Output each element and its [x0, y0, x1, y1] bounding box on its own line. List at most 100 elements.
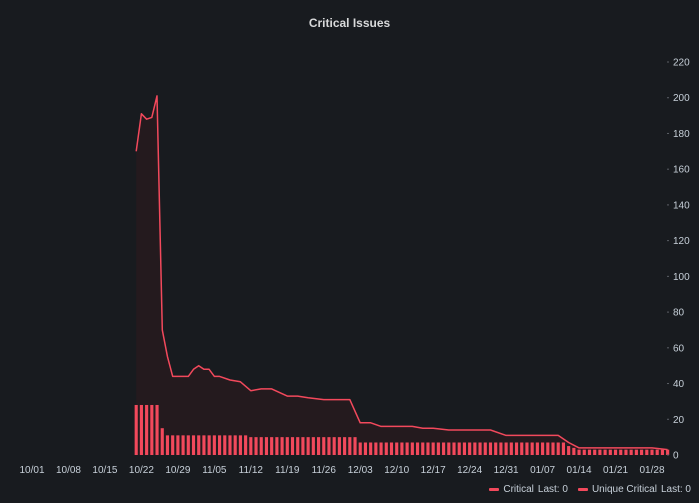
bar[interactable] — [280, 437, 284, 455]
bar[interactable] — [645, 449, 649, 455]
bar[interactable] — [316, 437, 321, 455]
bar[interactable] — [327, 437, 331, 455]
bar[interactable] — [337, 437, 341, 455]
bar[interactable] — [655, 449, 659, 455]
bar[interactable] — [290, 437, 295, 455]
bar[interactable] — [405, 442, 409, 456]
bar[interactable] — [202, 435, 206, 455]
bar[interactable] — [660, 449, 664, 455]
bar[interactable] — [629, 449, 633, 455]
bar[interactable] — [343, 437, 347, 455]
bar[interactable] — [567, 446, 571, 455]
legend-item-unique-critical[interactable]: Unique Critical Last: 0 — [577, 484, 691, 495]
bar[interactable] — [634, 449, 638, 455]
bar[interactable] — [551, 442, 555, 456]
bar[interactable] — [400, 442, 404, 456]
bar[interactable] — [389, 442, 394, 456]
bar[interactable] — [207, 435, 211, 455]
bar[interactable] — [197, 435, 201, 455]
bar[interactable] — [410, 442, 414, 456]
bar[interactable] — [478, 442, 482, 456]
bar[interactable] — [322, 437, 326, 455]
bar[interactable] — [259, 437, 263, 455]
bar[interactable] — [306, 437, 310, 455]
bar[interactable] — [296, 437, 300, 455]
bar[interactable] — [436, 442, 440, 456]
bar[interactable] — [160, 428, 164, 455]
bar[interactable] — [462, 442, 466, 456]
bar[interactable] — [442, 442, 446, 456]
bar[interactable] — [509, 442, 513, 456]
bar[interactable] — [369, 442, 373, 456]
bar[interactable] — [186, 435, 190, 455]
bar[interactable] — [270, 437, 274, 455]
bar[interactable] — [608, 449, 612, 455]
bar[interactable] — [421, 442, 425, 456]
bar[interactable] — [494, 442, 498, 456]
bar[interactable] — [473, 442, 477, 456]
bar[interactable] — [514, 442, 519, 456]
bar[interactable] — [181, 435, 185, 455]
bar[interactable] — [613, 449, 618, 455]
bar[interactable] — [530, 442, 534, 456]
bar[interactable] — [379, 442, 383, 456]
bar[interactable] — [535, 442, 539, 456]
bar[interactable] — [145, 404, 149, 455]
bar[interactable] — [275, 437, 279, 455]
bar[interactable] — [191, 435, 196, 455]
bar[interactable] — [301, 437, 305, 455]
bar[interactable] — [223, 435, 227, 455]
bar[interactable] — [504, 442, 508, 456]
bar[interactable] — [233, 435, 237, 455]
bar[interactable] — [603, 449, 607, 455]
bar[interactable] — [374, 442, 378, 456]
bar[interactable] — [415, 442, 420, 456]
bar[interactable] — [358, 442, 362, 456]
bar[interactable] — [171, 435, 175, 455]
bar[interactable] — [666, 449, 670, 455]
bar[interactable] — [348, 437, 352, 455]
bar[interactable] — [134, 404, 138, 455]
bar[interactable] — [332, 437, 336, 455]
bar[interactable] — [457, 442, 461, 456]
bar[interactable] — [468, 442, 472, 456]
bar[interactable] — [483, 442, 487, 456]
bar[interactable] — [525, 442, 529, 456]
bar[interactable] — [520, 442, 524, 456]
bar[interactable] — [165, 435, 170, 455]
bar[interactable] — [556, 442, 560, 456]
bar[interactable] — [395, 442, 399, 456]
bar[interactable] — [452, 442, 456, 456]
bar[interactable] — [426, 442, 430, 456]
bar[interactable] — [593, 449, 597, 455]
bar[interactable] — [546, 442, 550, 456]
bar[interactable] — [541, 442, 545, 456]
bar[interactable] — [572, 447, 576, 455]
bar[interactable] — [598, 449, 602, 455]
bar[interactable] — [212, 435, 216, 455]
bar[interactable] — [254, 437, 258, 455]
bar[interactable] — [285, 437, 289, 455]
bar[interactable] — [218, 435, 222, 455]
bar[interactable] — [244, 435, 248, 455]
bar[interactable] — [582, 449, 586, 455]
bar[interactable] — [150, 404, 154, 455]
bar[interactable] — [587, 449, 592, 455]
bar[interactable] — [499, 442, 503, 456]
bar[interactable] — [384, 442, 388, 456]
bar[interactable] — [139, 404, 143, 455]
bar[interactable] — [228, 435, 232, 455]
bar[interactable] — [238, 435, 242, 455]
bar[interactable] — [619, 449, 623, 455]
bar[interactable] — [624, 449, 628, 455]
bar[interactable] — [176, 435, 180, 455]
bar[interactable] — [640, 449, 644, 455]
bar[interactable] — [488, 442, 493, 456]
bar[interactable] — [249, 437, 253, 455]
series-line-critical[interactable] — [135, 95, 668, 451]
bar[interactable] — [363, 442, 368, 456]
bar[interactable] — [353, 437, 357, 455]
bar[interactable] — [577, 449, 581, 455]
legend-item-critical[interactable]: Critical Last: 0 — [489, 484, 568, 495]
